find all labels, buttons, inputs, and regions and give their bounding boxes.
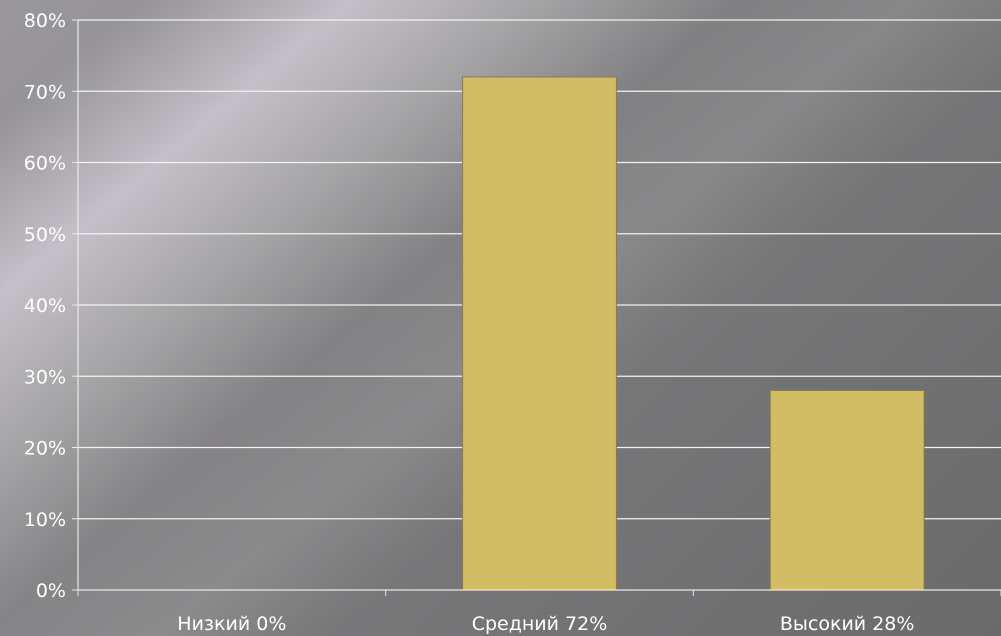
bar	[462, 76, 617, 591]
x-category-label: Низкий 0%	[177, 613, 286, 635]
x-axis-labels: Низкий 0% Средний 72% Высокий 28%	[177, 613, 914, 635]
y-tick-label: 50%	[24, 224, 66, 246]
x-category-label: Высокий 28%	[780, 613, 915, 635]
y-axis-ticks: 0% 10% 20% 30% 40% 50% 60% 70% 80%	[24, 10, 78, 602]
y-tick-label: 0%	[36, 580, 66, 602]
y-tick-label: 70%	[24, 81, 66, 103]
y-tick-label: 80%	[24, 10, 66, 32]
y-tick-label: 20%	[24, 438, 66, 460]
y-tick-label: 60%	[24, 153, 66, 175]
bars	[462, 76, 925, 591]
y-tick-label: 10%	[24, 509, 66, 531]
bar	[769, 390, 925, 591]
y-tick-label: 30%	[24, 366, 66, 388]
y-tick-label: 40%	[24, 295, 66, 317]
x-category-label: Средний 72%	[472, 613, 608, 635]
